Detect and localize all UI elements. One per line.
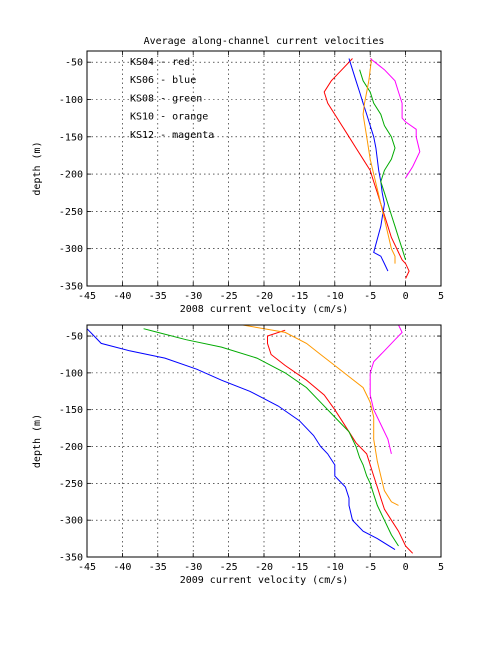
x-tick-label: -10 bbox=[326, 291, 344, 302]
x-tick-label: 5 bbox=[438, 562, 444, 573]
chart-panel-2008: -45 -40 -35 -30 -25 -20 -15 -10 -5 0 5-50-100-150-… bbox=[32, 50, 444, 315]
x-tick-label: -35 bbox=[149, 291, 167, 302]
x-tick-label: -5 bbox=[364, 291, 376, 302]
x-tick-label: 0 bbox=[403, 291, 409, 302]
legend-entry: KS10 - orange bbox=[130, 112, 208, 123]
x-tick-label: -25 bbox=[220, 291, 238, 302]
y-tick-label: -350 bbox=[59, 553, 83, 564]
series-line-ks10 bbox=[242, 324, 399, 506]
x-tick-label: 0 bbox=[403, 562, 409, 573]
y-tick-label: -50 bbox=[65, 332, 83, 343]
series-line-ks12 bbox=[369, 324, 403, 455]
series-line-ks08 bbox=[359, 69, 407, 261]
series-line-ks10 bbox=[362, 58, 396, 264]
figure-title: Average along-channel current velocities bbox=[144, 36, 385, 47]
x-tick-label: -35 bbox=[149, 562, 167, 573]
y-tick-label: -250 bbox=[59, 207, 83, 218]
x-tick-label: -30 bbox=[184, 291, 202, 302]
legend-entry: KS04 - red bbox=[130, 57, 190, 68]
y-tick-label: -300 bbox=[59, 244, 83, 255]
x-axis-label: 2009 current velocity (cm/s) bbox=[180, 575, 349, 586]
x-tick-label: -5 bbox=[364, 562, 376, 573]
y-axis-label: depth (m) bbox=[32, 414, 43, 468]
x-tick-label: -30 bbox=[184, 562, 202, 573]
y-tick-label: -150 bbox=[59, 405, 83, 416]
legend-entry: KS08 - green bbox=[130, 93, 202, 104]
x-tick-label: -15 bbox=[290, 291, 308, 302]
series-line-ks08 bbox=[143, 328, 399, 547]
x-tick-label: -40 bbox=[113, 291, 131, 302]
series-line-ks04 bbox=[267, 329, 414, 554]
series-line-ks04 bbox=[323, 58, 410, 279]
y-tick-label: -150 bbox=[59, 132, 83, 143]
x-axis-label: 2008 current velocity (cm/s) bbox=[180, 304, 349, 315]
y-axis-label: depth (m) bbox=[32, 141, 43, 195]
x-tick-label: -25 bbox=[220, 562, 238, 573]
y-tick-label: -350 bbox=[59, 282, 83, 293]
y-tick-label: -100 bbox=[59, 95, 83, 106]
x-tick-label: -20 bbox=[255, 562, 273, 573]
chart-panel-2009: -45 -40 -35 -30 -25 -20 -15 -10 -5 0 5-50-100-150-… bbox=[32, 324, 444, 586]
x-tick-label: -20 bbox=[255, 291, 273, 302]
y-tick-label: -250 bbox=[59, 479, 83, 490]
y-tick-label: -200 bbox=[59, 442, 83, 453]
x-tick-label: -10 bbox=[326, 562, 344, 573]
y-tick-label: -300 bbox=[59, 516, 83, 527]
x-tick-label: -15 bbox=[290, 562, 308, 573]
series-line-ks06 bbox=[348, 58, 389, 272]
y-tick-label: -50 bbox=[65, 58, 83, 69]
x-tick-label: 5 bbox=[438, 291, 444, 302]
y-tick-label: -200 bbox=[59, 170, 83, 181]
legend-entry: KS12 - magenta bbox=[130, 130, 214, 141]
series-line-ks06 bbox=[86, 328, 396, 551]
x-tick-label: -40 bbox=[113, 562, 131, 573]
x-tick-label: -45 bbox=[78, 291, 96, 302]
legend-entry: KS06 - blue bbox=[130, 75, 196, 86]
x-tick-label: -45 bbox=[78, 562, 96, 573]
y-tick-label: -100 bbox=[59, 368, 83, 379]
series-line-ks12 bbox=[369, 58, 421, 179]
